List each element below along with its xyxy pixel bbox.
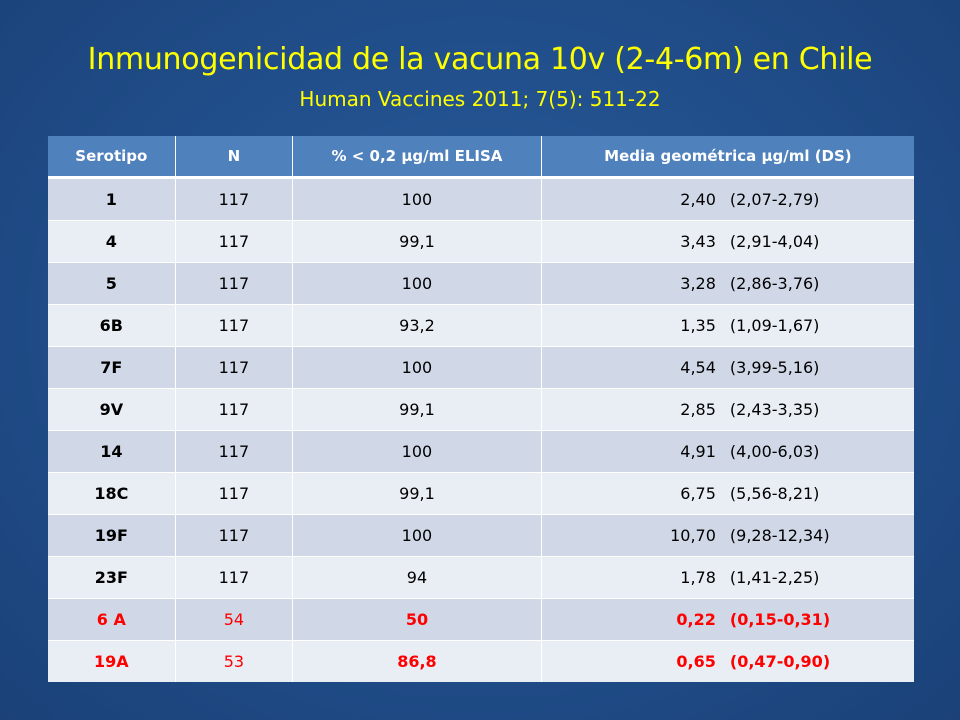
mean-value: 10,70 [670,526,716,545]
table-row: 18C 117 99,1 6,75 (5,56-8,21) [48,472,914,515]
percent-cell: 94 [292,556,542,599]
mean-cell: 1,35 (1,09-1,67) [540,304,914,347]
n-cell: 117 [174,556,293,599]
mean-cell: 2,40 (2,07-2,79) [540,177,914,221]
serotipo-cell: 6B [48,304,176,347]
table-row: 4 117 99,1 3,43 (2,91-4,04) [48,220,914,263]
mean-ci: (2,86-3,76) [729,274,820,293]
table-body: 1 117 100 2,40 (2,07-2,79) 4 117 99,1 3,4… [48,177,914,682]
mean-cell: 0,65 (0,47-0,90) [540,640,914,682]
mean-cell: 3,28 (2,86-3,76) [540,262,914,305]
table-row: 9V 117 99,1 2,85 (2,43-3,35) [48,388,914,431]
mean-ci: (1,41-2,25) [729,568,820,587]
table-row-highlight: 19A 53 86,8 0,65 (0,47-0,90) [48,640,914,682]
mean-ci: (0,15-0,31) [729,610,831,629]
table-row: 5 117 100 3,28 (2,86-3,76) [48,262,914,305]
slide-subtitle: Human Vaccines 2011; 7(5): 511-22 [299,87,661,111]
n-cell: 117 [174,514,293,557]
table-row: 1 117 100 2,40 (2,07-2,79) [48,177,914,221]
table-row: 14 117 100 4,91 (4,00-6,03) [48,430,914,473]
mean-cell: 4,91 (4,00-6,03) [540,430,914,473]
serotipo-cell: 19A [48,640,176,682]
percent-cell: 86,8 [292,640,542,682]
table-header: Serotipo N % < 0,2 µg/ml ELISA Media geo… [48,136,914,179]
mean-cell: 4,54 (3,99-5,16) [540,346,914,389]
serotipo-cell: 5 [48,262,176,305]
header-n: N [174,136,293,179]
percent-cell: 100 [292,177,542,221]
mean-ci: (9,28-12,34) [729,526,830,545]
mean-value: 1,78 [680,568,716,587]
mean-cell: 6,75 (5,56-8,21) [540,472,914,515]
header-geometric-mean: Media geométrica µg/ml (DS) [540,136,914,179]
mean-value: 0,65 [676,652,716,671]
mean-value: 3,28 [680,274,716,293]
percent-cell: 100 [292,346,542,389]
n-cell: 54 [174,598,293,641]
header-percent-elisa: % < 0,2 µg/ml ELISA [292,136,542,179]
mean-ci: (2,07-2,79) [729,190,820,209]
mean-cell: 2,85 (2,43-3,35) [540,388,914,431]
mean-value: 4,54 [680,358,716,377]
mean-value: 2,85 [680,400,716,419]
table-row-highlight: 6 A 54 50 0,22 (0,15-0,31) [48,598,914,641]
mean-ci: (0,47-0,90) [729,652,831,671]
percent-cell: 100 [292,262,542,305]
n-cell: 117 [174,304,293,347]
serotipo-cell: 6 A [48,598,176,641]
percent-cell: 93,2 [292,304,542,347]
mean-ci: (1,09-1,67) [729,316,820,335]
mean-ci: (3,99-5,16) [729,358,820,377]
percent-cell: 99,1 [292,388,542,431]
n-cell: 117 [174,430,293,473]
n-cell: 117 [174,388,293,431]
serotipo-cell: 7F [48,346,176,389]
table-row: 7F 117 100 4,54 (3,99-5,16) [48,346,914,389]
serotipo-cell: 9V [48,388,176,431]
mean-value: 6,75 [680,484,716,503]
n-cell: 117 [174,472,293,515]
serotipo-cell: 1 [48,177,176,221]
header-row: Serotipo N % < 0,2 µg/ml ELISA Media geo… [48,136,914,179]
serotipo-cell: 18C [48,472,176,515]
percent-cell: 50 [292,598,542,641]
mean-ci: (4,00-6,03) [729,442,820,461]
mean-cell: 10,70 (9,28-12,34) [540,514,914,557]
mean-value: 2,40 [680,190,716,209]
serotipo-cell: 23F [48,556,176,599]
n-cell: 117 [174,346,293,389]
n-cell: 53 [174,640,293,682]
percent-cell: 100 [292,430,542,473]
mean-value: 0,22 [676,610,716,629]
n-cell: 117 [174,177,293,221]
slide-title: Inmunogenicidad de la vacuna 10v (2-4-6m… [87,42,873,77]
serotipo-cell: 14 [48,430,176,473]
mean-ci: (2,91-4,04) [729,232,820,251]
mean-cell: 0,22 (0,15-0,31) [540,598,914,641]
immunogenicity-table: Serotipo N % < 0,2 µg/ml ELISA Media geo… [48,136,914,682]
mean-cell: 1,78 (1,41-2,25) [540,556,914,599]
header-serotipo: Serotipo [48,136,176,179]
n-cell: 117 [174,220,293,263]
mean-ci: (2,43-3,35) [729,400,820,419]
mean-cell: 3,43 (2,91-4,04) [540,220,914,263]
mean-ci: (5,56-8,21) [729,484,820,503]
table-row: 19F 117 100 10,70 (9,28-12,34) [48,514,914,557]
serotipo-cell: 4 [48,220,176,263]
percent-cell: 99,1 [292,472,542,515]
table-row: 6B 117 93,2 1,35 (1,09-1,67) [48,304,914,347]
percent-cell: 99,1 [292,220,542,263]
mean-value: 3,43 [680,232,716,251]
mean-value: 4,91 [680,442,716,461]
serotipo-cell: 19F [48,514,176,557]
mean-value: 1,35 [680,316,716,335]
table-row: 23F 117 94 1,78 (1,41-2,25) [48,556,914,599]
n-cell: 117 [174,262,293,305]
percent-cell: 100 [292,514,542,557]
